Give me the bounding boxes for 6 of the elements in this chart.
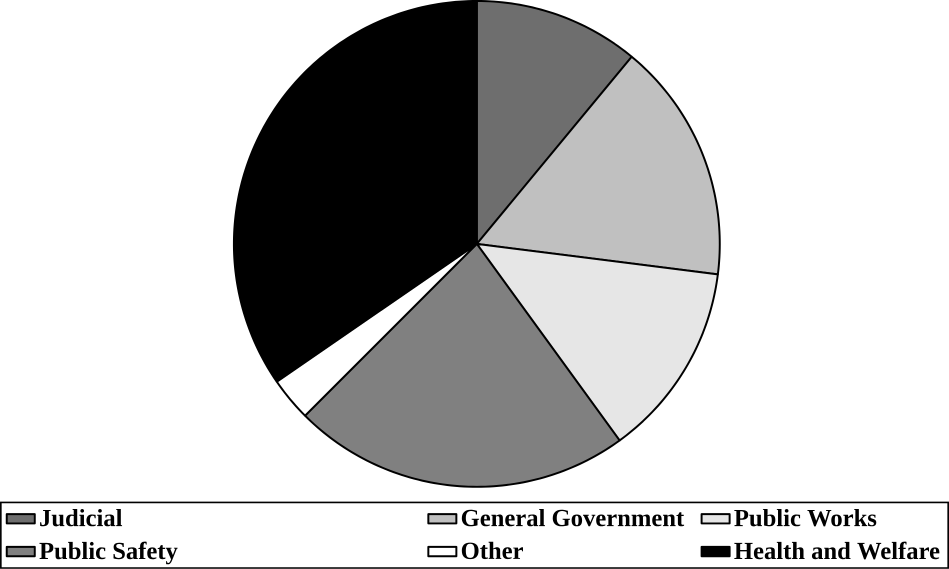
legend-label: Health and Welfare <box>734 542 940 560</box>
legend-label: General Government <box>462 509 684 526</box>
legend-label: Public Safety <box>39 542 178 564</box>
legend-label: Other <box>462 542 523 560</box>
legend-label: Judicial <box>40 509 122 526</box>
legend-label: Public Works <box>734 509 876 527</box>
